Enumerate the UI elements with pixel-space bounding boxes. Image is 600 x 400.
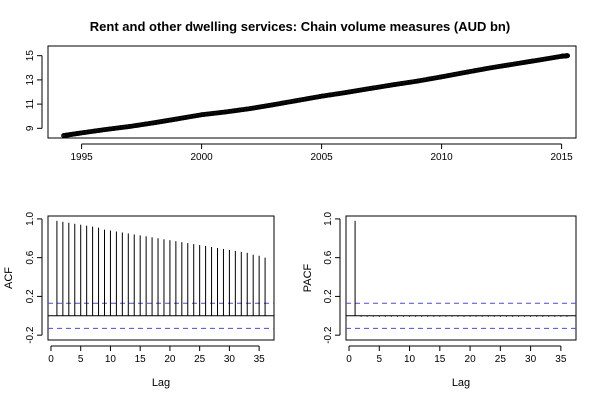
x-axis-label: Lag [152, 377, 170, 389]
x-axis: 0 5 10 15 20 25 30 35 [48, 345, 266, 365]
y-tick-label: 0.2 [323, 289, 334, 303]
plot-frame [345, 215, 577, 341]
x-tick-label: 15 [135, 354, 147, 365]
x-tick-label: 10 [404, 354, 416, 365]
x-tick-label: 20 [164, 354, 176, 365]
y-tick-label: -0.2 [25, 326, 36, 344]
acf-panel: 0 5 10 15 20 25 30 35 -0.2 0.2 0.6 1.0 Lag ACF [3, 212, 275, 389]
y-axis: 9 11 13 15 [25, 50, 43, 131]
y-tick-label: 1.0 [323, 212, 334, 226]
y-axis: -0.2 0.2 0.6 1.0 [323, 212, 341, 344]
x-axis: 1995 2000 2005 2010 2015 [70, 143, 573, 163]
y-tick-label: 0.2 [25, 289, 36, 303]
x-tick-label: 35 [555, 354, 567, 365]
y-tick-label: 0.6 [25, 250, 36, 264]
pacf-spikes [346, 220, 576, 329]
x-tick-label: 0 [48, 354, 54, 365]
y-tick-label: 15 [25, 50, 36, 62]
y-axis-label: ACF [3, 267, 15, 289]
x-tick-label: 1995 [70, 152, 93, 163]
data-point [565, 53, 571, 59]
plot-frame [47, 215, 275, 341]
y-tick-label: 1.0 [25, 212, 36, 226]
y-tick-label: 11 [25, 98, 36, 109]
x-tick-label: 30 [525, 354, 537, 365]
x-tick-label: 0 [346, 354, 352, 365]
x-tick-label: 15 [434, 354, 446, 365]
x-tick-label: 2010 [430, 152, 453, 163]
x-tick-label: 2000 [190, 152, 213, 163]
x-tick-label: 30 [224, 354, 236, 365]
series-points [61, 53, 571, 139]
chart-title: Rent and other dwelling services: Chain … [90, 19, 510, 34]
x-tick-label: 5 [78, 354, 84, 365]
x-tick-label: 10 [105, 354, 117, 365]
pacf-panel: 0 5 10 15 20 25 30 35 -0.2 0.2 0.6 1.0 Lag PACF [302, 212, 577, 389]
x-tick-label: 25 [194, 354, 206, 365]
y-axis-label: PACF [302, 263, 314, 292]
y-tick-label: -0.2 [323, 326, 334, 344]
series-panel: Rent and other dwelling services: Chain … [25, 19, 577, 163]
x-axis-label: Lag [452, 377, 470, 389]
x-tick-label: 25 [495, 354, 507, 365]
plot-frame [47, 45, 577, 139]
x-tick-label: 35 [254, 354, 266, 365]
y-tick-label: 0.6 [323, 250, 334, 264]
acf-spikes [48, 220, 274, 329]
x-tick-label: 5 [377, 354, 383, 365]
y-tick-label: 9 [25, 125, 36, 131]
x-tick-label: 2015 [550, 152, 573, 163]
x-tick-label: 2005 [310, 152, 333, 163]
y-axis: -0.2 0.2 0.6 1.0 [25, 212, 43, 344]
x-axis: 0 5 10 15 20 25 30 35 [346, 345, 567, 365]
x-tick-label: 20 [465, 354, 477, 365]
y-tick-label: 13 [25, 74, 36, 86]
